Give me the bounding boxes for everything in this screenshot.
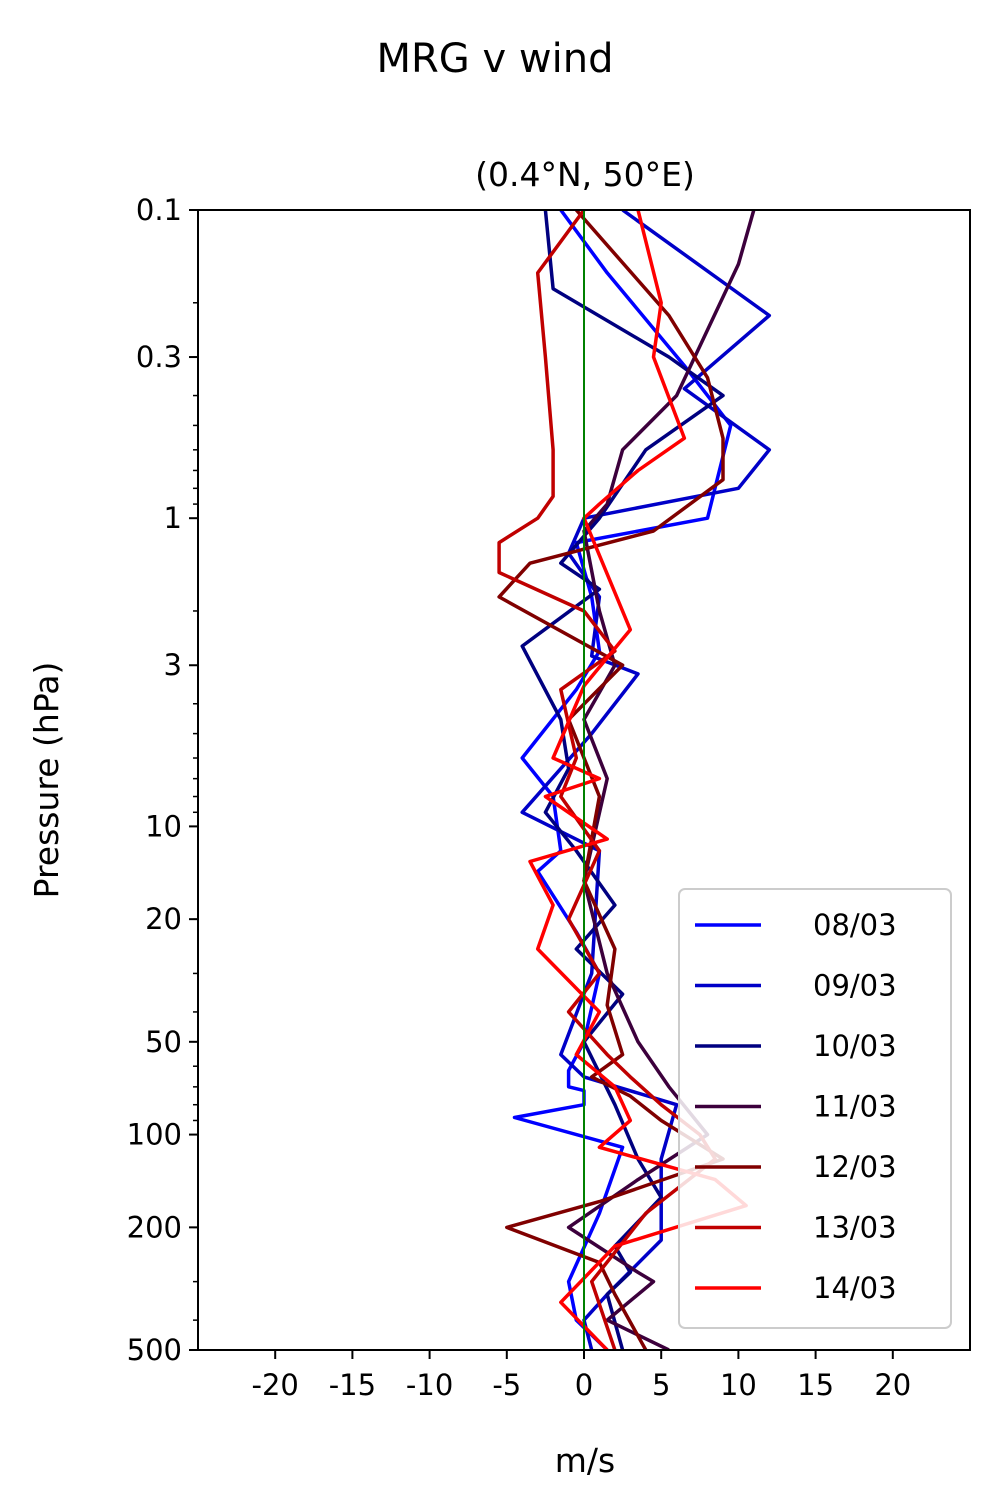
chart-title: MRG v wind — [377, 36, 614, 82]
y-axis-label: Pressure (hPa) — [27, 662, 66, 899]
legend-label: 08/03 — [813, 908, 897, 942]
x-tick-label: 20 — [874, 1368, 911, 1402]
legend-label: 11/03 — [813, 1090, 897, 1124]
x-axis-label: m/s — [555, 1441, 615, 1480]
y-tick-label: 0.3 — [136, 340, 182, 374]
x-tick-label: 10 — [720, 1368, 757, 1402]
legend-label: 13/03 — [813, 1211, 897, 1245]
legend-label: 09/03 — [813, 969, 897, 1003]
x-tick-label: -5 — [492, 1368, 521, 1402]
legend-label: 10/03 — [813, 1029, 897, 1063]
x-tick-label: -10 — [406, 1368, 453, 1402]
legend-label: 14/03 — [813, 1271, 897, 1305]
chart-subtitle: (0.4°N, 50°E) — [475, 155, 695, 194]
legend-label: 12/03 — [813, 1150, 897, 1184]
y-tick-label: 500 — [127, 1333, 182, 1367]
y-tick-label: 50 — [145, 1025, 182, 1059]
legend: 08/03 09/03 10/03 11/03 12/03 13/03 14/03 — [678, 888, 952, 1329]
y-tick-label: 1 — [164, 501, 182, 535]
x-tick-label: -15 — [329, 1368, 376, 1402]
y-tick-label: 100 — [127, 1118, 182, 1152]
plot-area: -20 -15 -10 -5 0 5 10 15 20 0.1 0.3 1 3 10 20 50 100 200 5… — [127, 193, 971, 1402]
x-tick-label: -20 — [252, 1368, 299, 1402]
y-tick-label: 20 — [145, 902, 182, 936]
y-tick-label: 10 — [145, 809, 182, 843]
x-tick-label: 15 — [797, 1368, 834, 1402]
y-tick-label: 200 — [127, 1210, 182, 1244]
x-tick-label: 5 — [652, 1368, 670, 1402]
y-tick-label: 3 — [164, 648, 182, 682]
y-tick-label: 0.1 — [136, 193, 182, 227]
x-tick-label: 0 — [575, 1368, 593, 1402]
legend-box — [678, 888, 952, 1329]
